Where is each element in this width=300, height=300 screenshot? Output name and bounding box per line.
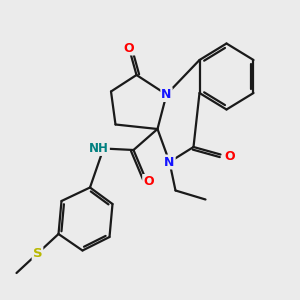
Text: N: N (161, 88, 172, 101)
Text: S: S (33, 247, 42, 260)
Text: O: O (143, 175, 154, 188)
Text: NH: NH (89, 142, 109, 155)
Text: N: N (164, 155, 175, 169)
Text: O: O (224, 149, 235, 163)
Text: O: O (124, 41, 134, 55)
